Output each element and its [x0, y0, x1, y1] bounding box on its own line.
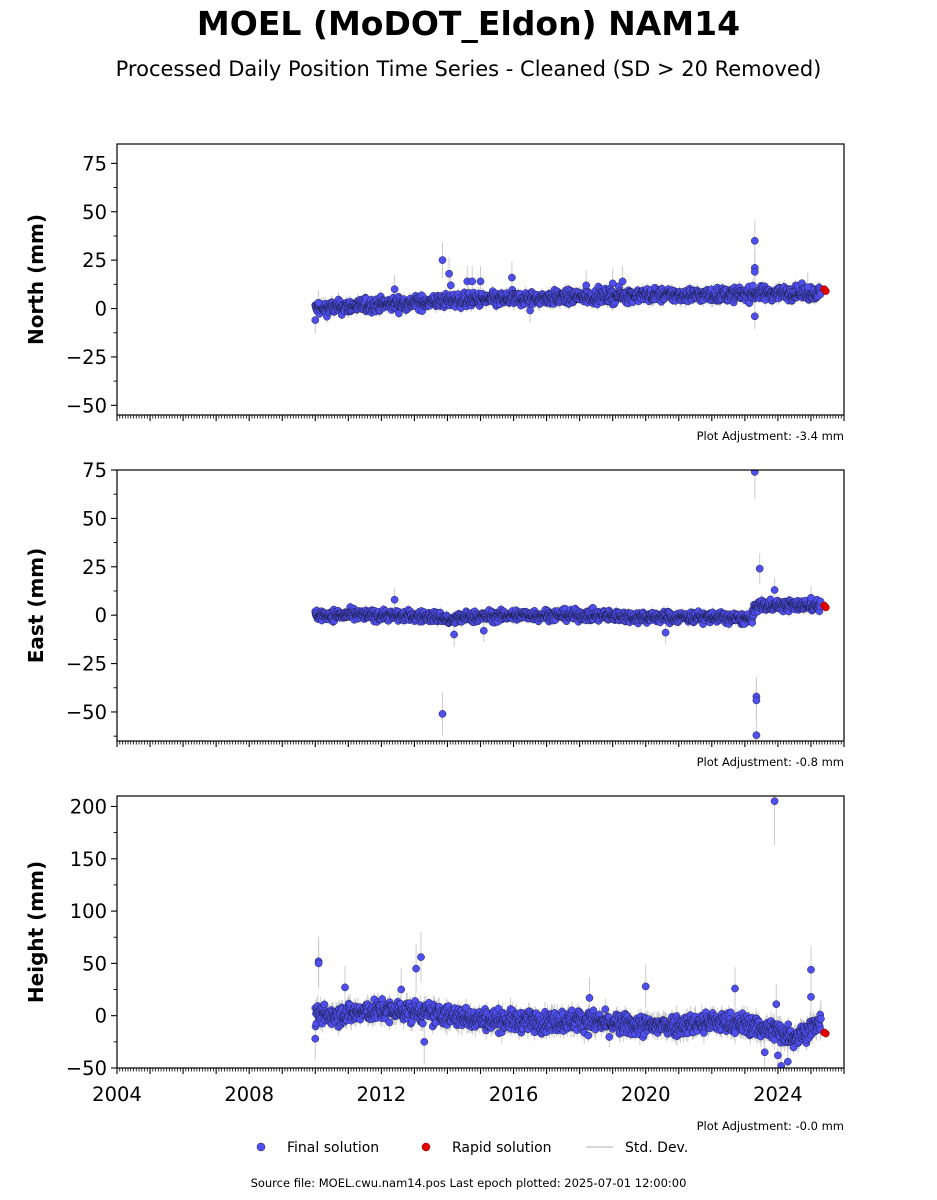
y-tick-label: −25 — [66, 346, 107, 369]
final-solution-point — [445, 269, 453, 278]
rapid-solution-point — [821, 287, 830, 295]
final-solution-point — [750, 312, 759, 321]
page-subtitle: Processed Daily Position Time Series - C… — [115, 57, 822, 81]
y-axis-label: North (mm) — [24, 214, 48, 345]
plot-area — [311, 220, 830, 334]
rapid-solution-points — [820, 285, 830, 295]
final-solution-point — [314, 298, 323, 307]
final-solution-point — [508, 273, 516, 282]
final-solution-point — [803, 283, 812, 292]
final-solution-point — [749, 281, 757, 290]
final-solution-point — [750, 236, 759, 245]
final-solution-point — [526, 306, 534, 315]
final-solution-point — [618, 277, 627, 286]
final-solution-point — [390, 285, 399, 294]
final-solution-point — [446, 281, 455, 290]
panel-1: −50 −25 0 25 50 75 North (mm) Plot Adjustment: … — [24, 143, 845, 443]
y-tick-label: 50 — [82, 201, 107, 224]
plot-adjustment-note: Plot Adjustment: -3.4 mm — [697, 429, 844, 443]
final-solution-point — [750, 267, 759, 276]
final-solution-point — [608, 279, 617, 288]
std-dev-bars — [314, 470, 821, 741]
std-dev-bars — [314, 220, 821, 334]
page-title: MOEL (MoDOT_Eldon) NAM14 — [196, 4, 741, 43]
plot-area — [311, 470, 830, 741]
y-tick-label: 75 — [82, 152, 107, 175]
y-tick-label: −50 — [66, 394, 107, 417]
y-tick-label: 0 — [95, 298, 107, 321]
y-tick-label: 25 — [82, 249, 107, 272]
final-solution-points — [311, 470, 825, 740]
final-solution-points — [311, 236, 825, 324]
final-solution-point — [395, 309, 403, 318]
final-solution-point — [438, 256, 447, 264]
final-solution-point — [468, 277, 477, 286]
final-solution-point — [476, 277, 485, 286]
final-solution-point — [582, 281, 591, 290]
final-solution-point — [311, 316, 320, 324]
